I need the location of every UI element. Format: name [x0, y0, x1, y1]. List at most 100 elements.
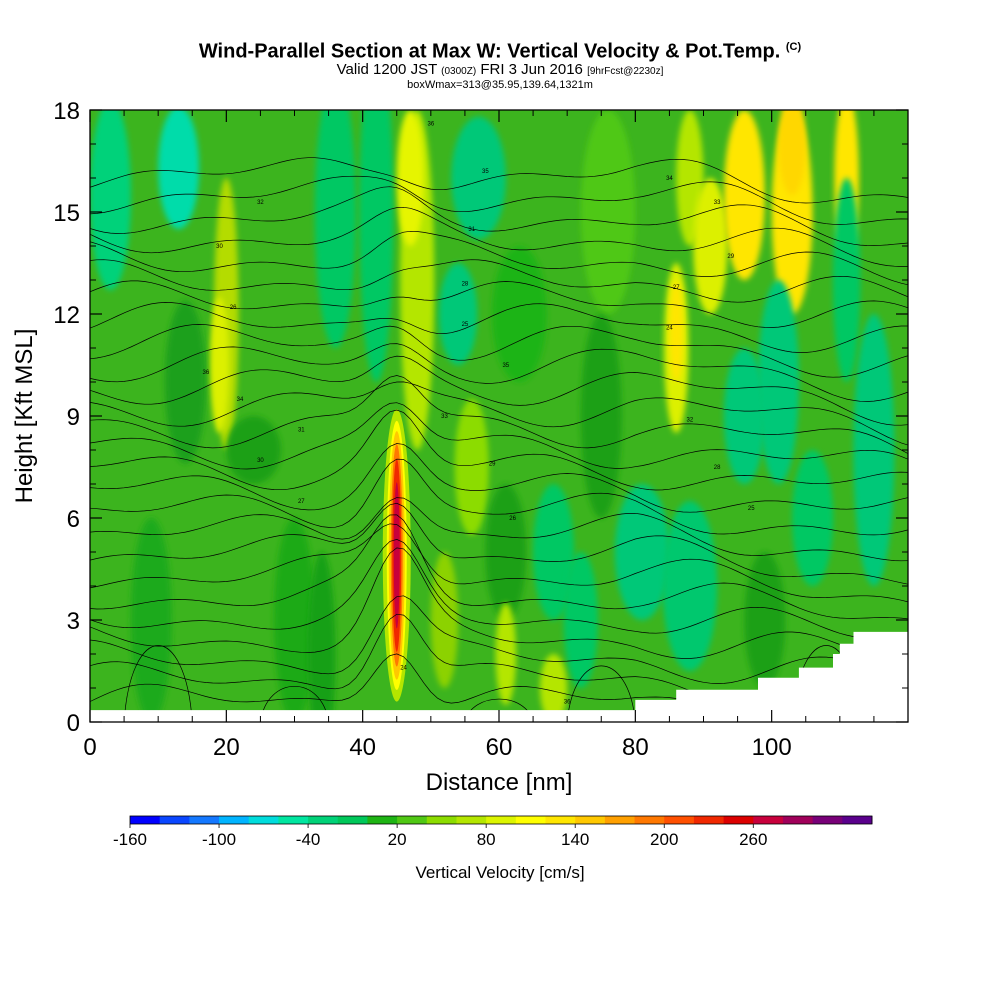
velocity-cell	[723, 348, 765, 484]
colorbar-tick-label: 80	[477, 830, 496, 849]
theta-contour-closed	[566, 665, 636, 722]
colorbar-tick-label: -160	[113, 830, 147, 849]
colorbar-swatch	[782, 816, 814, 824]
theta-contour	[90, 355, 908, 426]
theta-contour	[90, 595, 908, 684]
velocity-cell	[792, 450, 834, 586]
velocity-cell	[662, 501, 718, 671]
velocity-cell	[430, 552, 459, 688]
colorbar-swatch	[456, 816, 487, 824]
chart-titles: Wind-Parallel Section at Max W: Vertical…	[0, 36, 1000, 91]
velocity-cell	[580, 314, 622, 518]
theta-contour	[90, 230, 908, 286]
velocity-cell	[492, 246, 547, 382]
colorbar-swatch	[575, 816, 606, 824]
colorbar-swatch	[634, 816, 665, 824]
colorbar-swatch	[219, 816, 250, 824]
theta-contour-label: 32	[257, 200, 264, 206]
colorbar-swatch	[753, 816, 784, 824]
colorbar-swatch	[842, 816, 873, 824]
max-updraft	[393, 482, 400, 629]
theta-contour	[90, 206, 908, 267]
theta-contour-label: 25	[462, 322, 469, 328]
velocity-cell	[226, 416, 281, 484]
theta-contour-label: 29	[489, 462, 496, 468]
colorbar-swatch	[159, 816, 190, 824]
x-tick-label: 60	[486, 734, 513, 761]
theta-contour-label: 30	[216, 244, 223, 250]
theta-contour	[90, 547, 908, 661]
velocity-cell	[209, 297, 230, 433]
theta-contour	[90, 280, 908, 328]
y-tick-label: 0	[67, 710, 80, 737]
x-tick-label: 80	[622, 734, 649, 761]
theta-contour-label: 31	[468, 227, 475, 233]
theta-contours: 36 35 34 33 32 31 30 29 28 27 26 25 24 36 35 34 33 32 31 30…	[90, 122, 908, 722]
theta-contour-label: 34	[237, 397, 244, 403]
colorbar-tick-label: 260	[739, 830, 767, 849]
colorbar-swatch	[308, 816, 339, 824]
theta-contour	[90, 653, 908, 722]
theta-contour-label: 36	[564, 700, 571, 706]
theta-contour	[90, 157, 908, 204]
velocity-cell	[744, 552, 786, 688]
x-tick-label: 100	[752, 734, 792, 761]
colorbar-swatch	[812, 816, 843, 824]
theta-contour	[90, 402, 908, 470]
theta-contour	[90, 514, 908, 620]
theta-contour-label: 26	[230, 305, 237, 311]
velocity-cell	[164, 300, 206, 464]
colorbar-swatch	[278, 816, 309, 824]
theta-contour	[90, 175, 908, 225]
velocity-cell	[833, 178, 861, 382]
velocity-cell	[539, 654, 568, 722]
y-tick-label: 3	[67, 608, 80, 635]
colorbar-tick-label: 140	[561, 830, 589, 849]
colorbar-tick-label: -40	[296, 830, 321, 849]
theta-contour	[90, 409, 908, 491]
theta-contour	[90, 324, 908, 378]
velocity-fill	[90, 110, 908, 722]
colorbar-swatch	[248, 816, 279, 824]
chart-subtitle: Valid 1200 JST (0300Z) FRI 3 Jun 2016 [9…	[336, 60, 664, 78]
theta-contour-label: 35	[502, 363, 509, 369]
colorbar-frame	[129, 815, 873, 825]
theta-contour-label: 32	[687, 417, 694, 423]
terrain-mask	[90, 631, 908, 722]
velocity-cell	[439, 263, 478, 365]
theta-contour	[90, 343, 908, 402]
colorbar-swatch	[426, 816, 457, 824]
colorbar-tick-label: 20	[388, 830, 407, 849]
theta-contour-label: 24	[400, 666, 407, 672]
velocity-cell	[533, 484, 574, 620]
colorbar-label: Vertical Velocity [cm/s]	[415, 863, 585, 882]
terrain	[90, 631, 908, 722]
theta-contour-label: 25	[748, 506, 755, 512]
theta-contour	[90, 443, 908, 513]
velocity-cell	[563, 552, 598, 688]
colorbar-swatch	[486, 816, 517, 824]
velocity-cell	[853, 314, 895, 586]
theta-contour	[90, 458, 908, 536]
theta-contour	[90, 259, 908, 303]
theta-contour	[90, 502, 908, 585]
theta-contour-label: 24	[666, 326, 673, 332]
velocity-cell	[359, 110, 394, 382]
colorbar-tick-label: -100	[202, 830, 236, 849]
theta-contour-label: 27	[673, 285, 680, 291]
velocity-cell	[693, 178, 728, 314]
colorbar-swatch	[130, 816, 161, 824]
velocity-cell	[495, 603, 517, 705]
theta-contour	[90, 381, 908, 446]
colorbar-swatch	[723, 816, 754, 824]
theta-contour	[90, 523, 908, 603]
colorbar: -160 -100 -40 20 80 140 200 260	[113, 815, 873, 849]
theta-contour-closed	[260, 686, 329, 722]
velocity-cell	[158, 110, 200, 229]
theta-contour-label: 31	[298, 428, 305, 434]
colorbar-swatch	[337, 816, 368, 824]
chart-boxwmax: boxWmax=313@35.95,139.64,1321m	[407, 78, 593, 91]
colorbar-tick-label: 200	[650, 830, 678, 849]
